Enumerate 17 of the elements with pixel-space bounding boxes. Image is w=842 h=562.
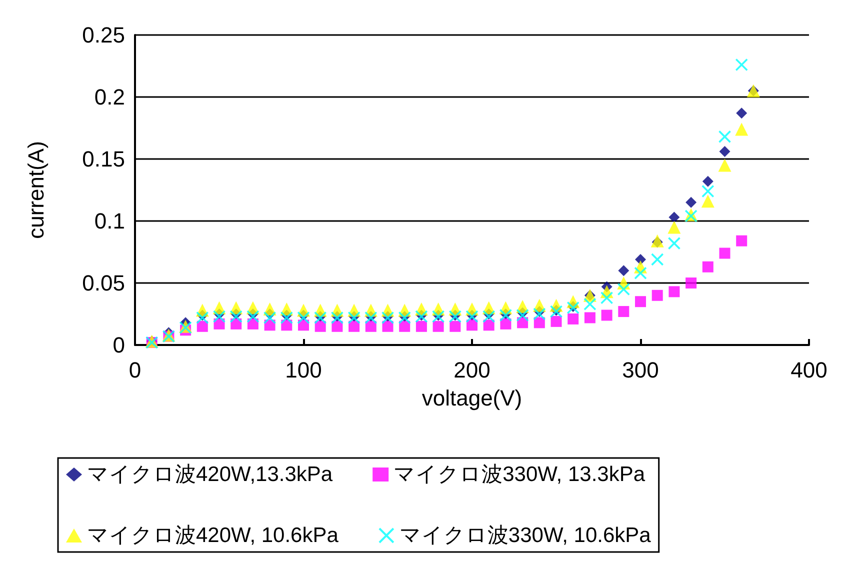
y-tick-label: 0.05: [82, 270, 125, 296]
x-tick-label: 300: [622, 358, 659, 382]
x-tick-label: 0: [128, 358, 142, 382]
legend-label: マイクロ波330W, 13.3kPa: [394, 463, 646, 486]
x-tick-label: 400: [790, 358, 828, 382]
x-axis-title: voltage(V): [422, 386, 522, 410]
y-tick-label: 0.1: [94, 208, 125, 234]
x-tick-label: 200: [454, 358, 490, 382]
legend-label: マイクロ波330W, 10.6kPa: [399, 524, 652, 547]
y-tick-label: 0.15: [82, 146, 125, 172]
legend-label: マイクロ波420W,13.3kPa: [87, 463, 333, 486]
x-tick-label: 100: [285, 358, 322, 382]
y-tick-label: 0.25: [82, 22, 125, 48]
y-axis-title: current(A): [24, 141, 48, 239]
legend-label: マイクロ波420W, 10.6kPa: [87, 524, 339, 547]
y-tick-label: 0.2: [94, 84, 125, 110]
y-tick-label: 0: [112, 332, 125, 358]
